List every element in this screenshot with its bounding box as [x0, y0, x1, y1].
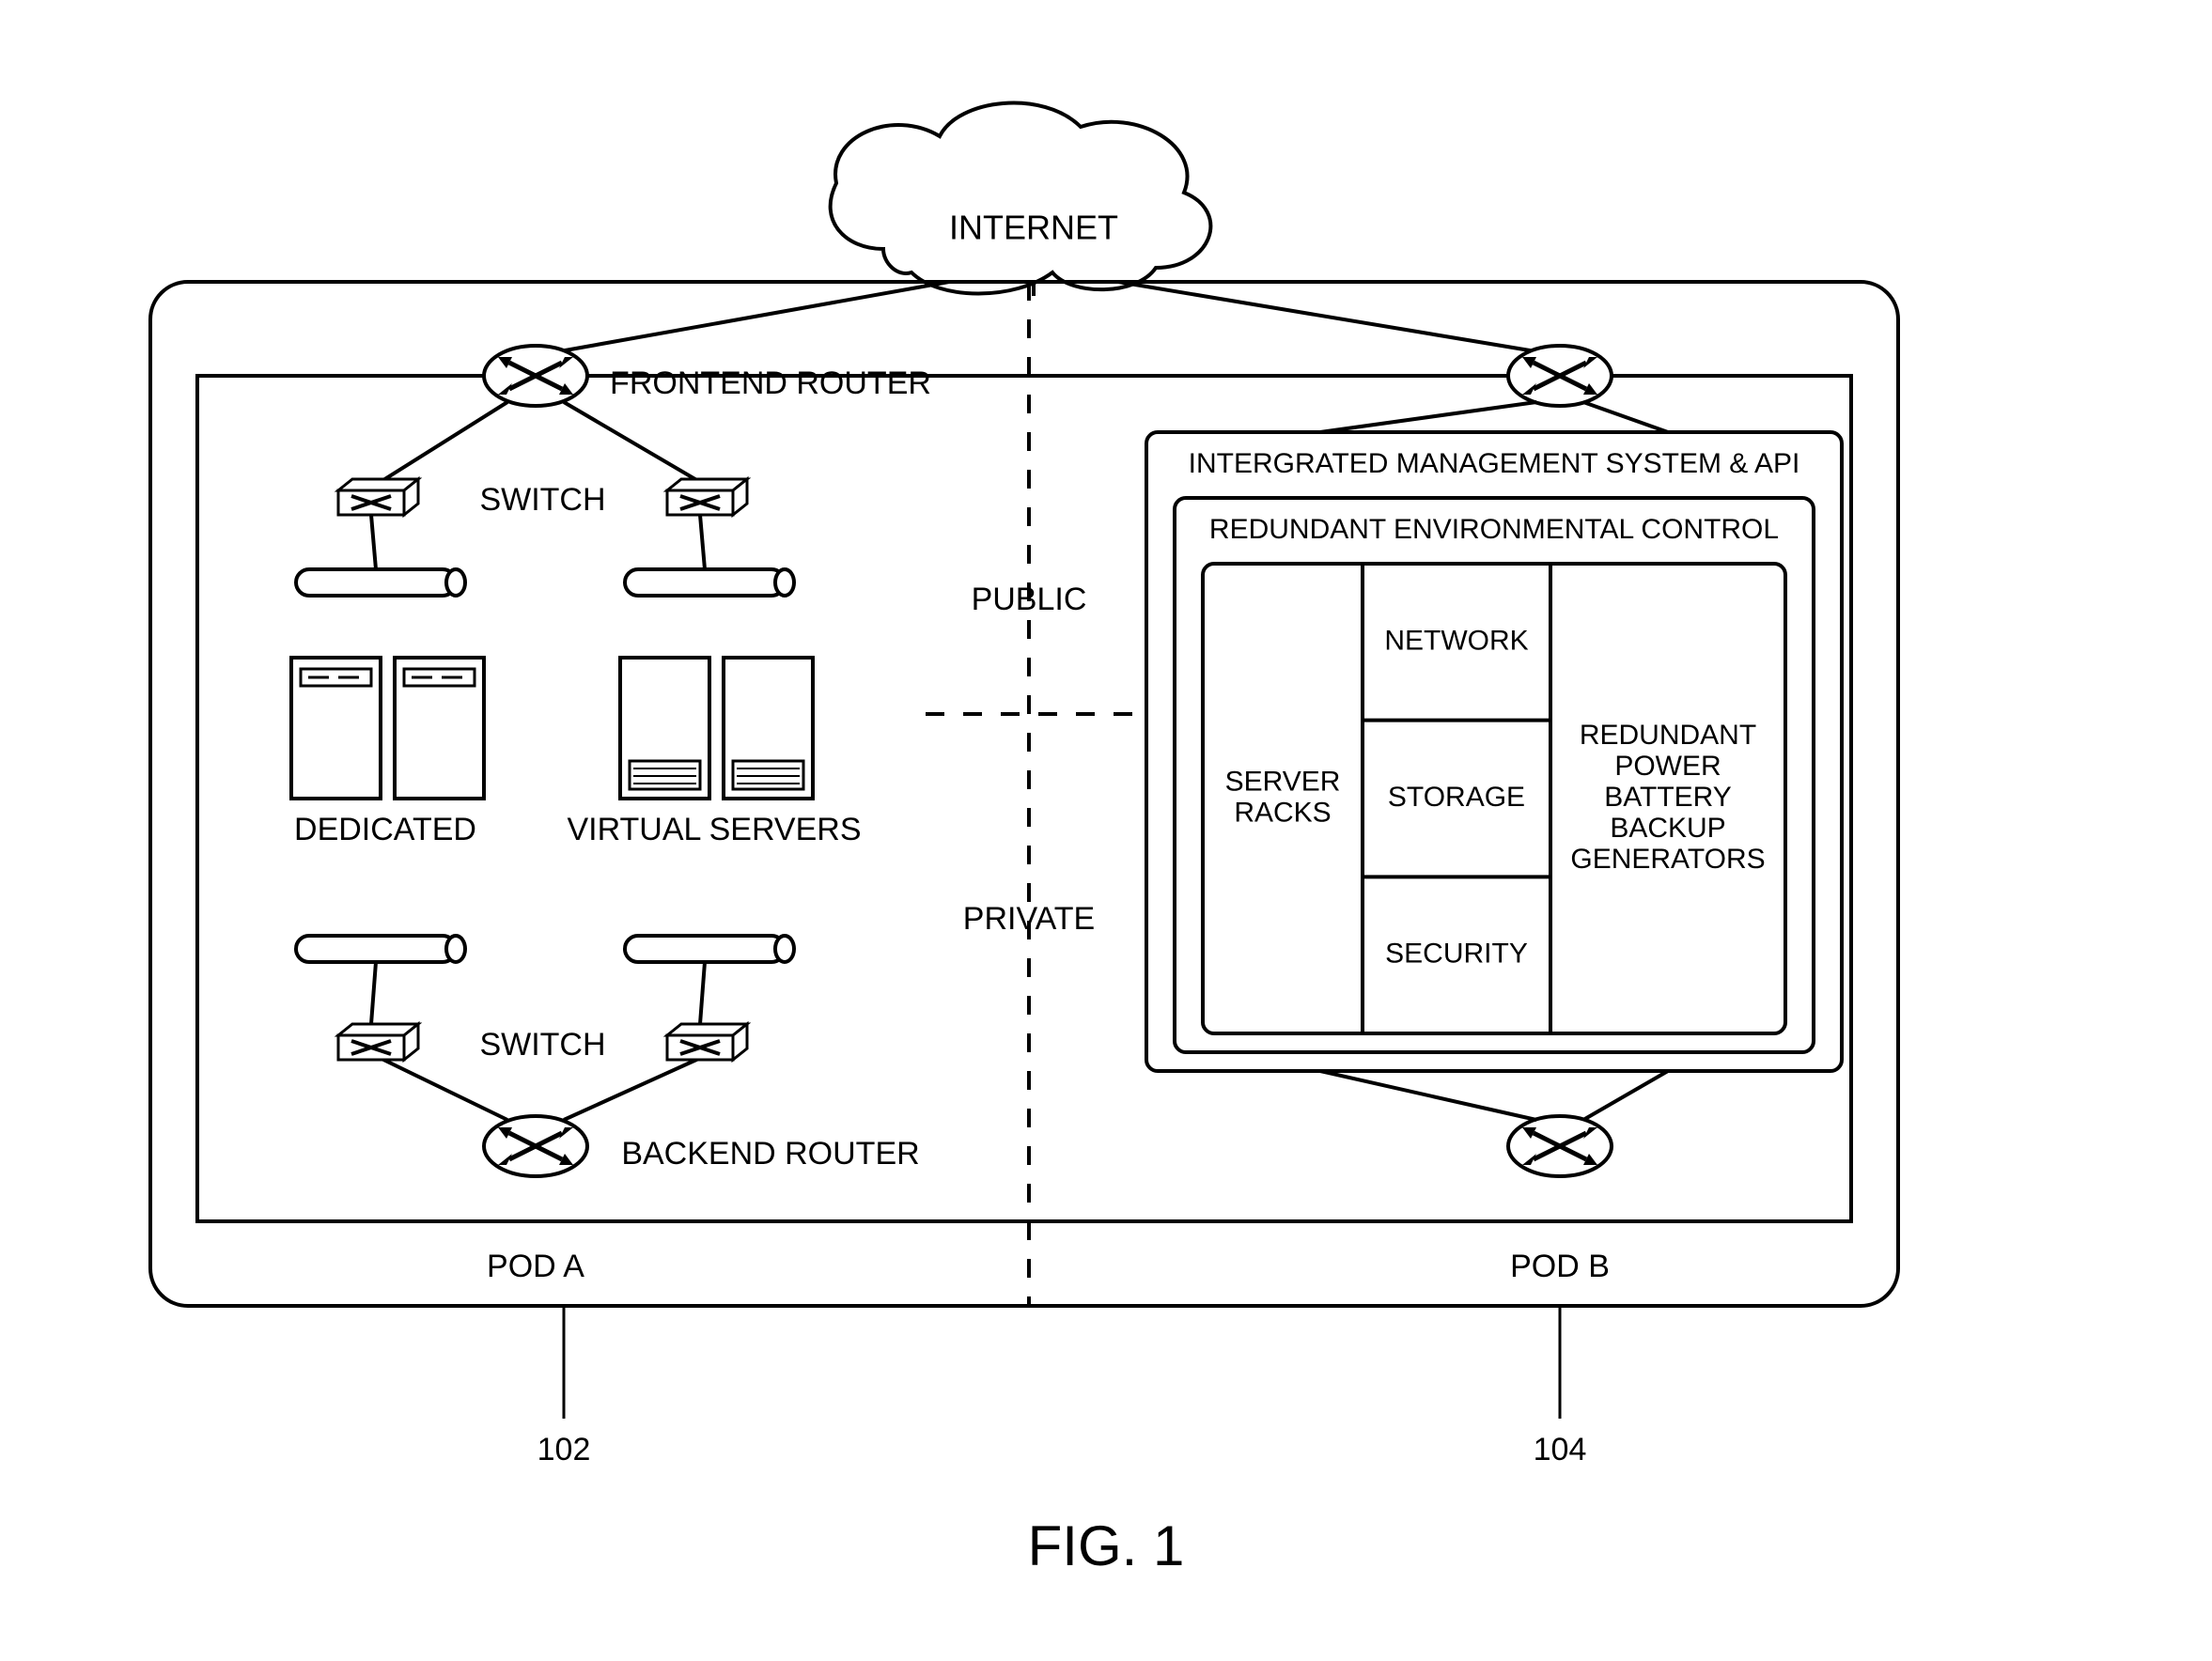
public-label: PUBLIC	[972, 582, 1087, 617]
dedicated-label: DEDICATED	[294, 812, 476, 847]
switch-top_right	[667, 479, 747, 515]
env-control-label: REDUNDANT ENVIRONMENTAL CONTROL	[1209, 514, 1779, 545]
dedicated-server-1	[291, 658, 381, 799]
internet-label: INTERNET	[949, 209, 1118, 247]
storage-label: STORAGE	[1388, 782, 1525, 813]
pod-a-label: POD A	[487, 1249, 584, 1284]
ref-102: 102	[537, 1432, 591, 1467]
power-label: REDUNDANTPOWERBATTERYBACKUPGENERATORS	[1570, 720, 1765, 875]
pod-b-label: POD B	[1510, 1249, 1610, 1284]
mgmt-api-label: INTERGRATED MANAGEMENT SYSTEM & API	[1189, 448, 1800, 479]
security-label: SECURITY	[1385, 939, 1528, 970]
dedicated-server-2	[395, 658, 484, 799]
bus-top_left	[296, 569, 465, 596]
bus-bot_left	[296, 936, 465, 962]
ref-104: 104	[1534, 1432, 1587, 1467]
server-racks-label: SERVERRACKS	[1225, 766, 1341, 828]
frontend-router-b	[1508, 346, 1612, 406]
frontend-router-label: FRONTEND ROUTER	[610, 365, 931, 401]
backend-router-label: BACKEND ROUTER	[621, 1136, 919, 1172]
frontend-router-a	[484, 346, 587, 406]
virtual-server-1	[620, 658, 709, 799]
internet-cloud	[831, 103, 1211, 294]
switch-top_left	[338, 479, 418, 515]
network-label: NETWORK	[1384, 625, 1528, 656]
backend-router-b	[1508, 1116, 1612, 1176]
backend-router-a	[484, 1116, 587, 1176]
switch-bottom-label: SWITCH	[479, 1027, 605, 1063]
switch-top-label: SWITCH	[479, 482, 605, 518]
switch-bot_left	[338, 1024, 418, 1060]
switch-bot_right	[667, 1024, 747, 1060]
private-label: PRIVATE	[963, 901, 1095, 937]
virtual-server-2	[724, 658, 813, 799]
bus-top_right	[625, 569, 794, 596]
virtual-servers-label: VIRTUAL SERVERS	[567, 812, 861, 847]
figure-caption: FIG. 1	[1028, 1514, 1185, 1577]
bus-bot_right	[625, 936, 794, 962]
